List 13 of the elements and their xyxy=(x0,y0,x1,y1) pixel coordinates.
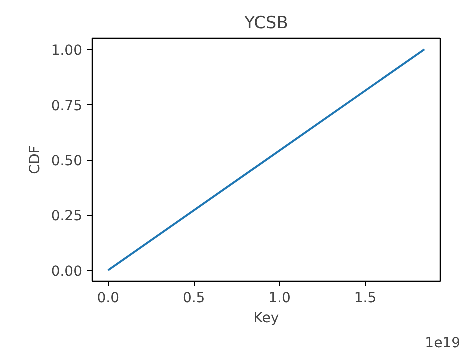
text: 1e19 xyxy=(425,336,461,352)
y-tick-label: 0.25 xyxy=(51,208,82,225)
x-tick-label: 1.0 xyxy=(268,290,291,306)
x-axis-title: Key xyxy=(254,310,280,326)
y-tick-label: 0.75 xyxy=(51,98,82,114)
y-axis-title: CDF xyxy=(27,146,44,174)
y-tick-label: 0.50 xyxy=(51,154,82,170)
x-tick-label: 0.5 xyxy=(182,290,206,306)
x-tick-label: 1.5 xyxy=(354,290,377,306)
y-tick-label: 1.00 xyxy=(51,43,82,60)
chart-title: YCSB xyxy=(244,14,288,34)
x-tick-label: 0.0 xyxy=(97,290,120,306)
y-tick-label: 0.00 xyxy=(51,264,82,280)
